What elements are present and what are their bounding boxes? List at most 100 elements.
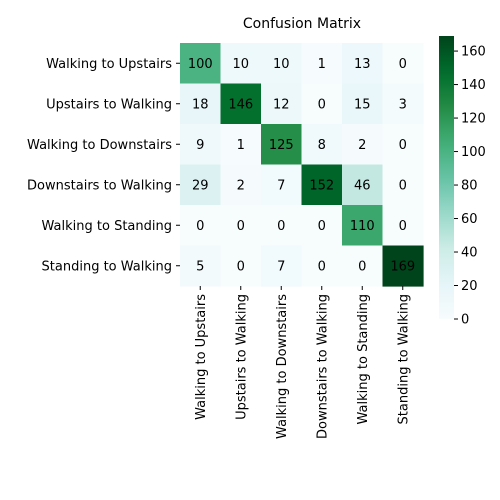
heatmap-cell [382, 205, 424, 247]
heatmap-cell [342, 245, 384, 287]
cell-value-label: 12 [273, 97, 290, 112]
heatmap-cell [180, 83, 222, 125]
heatmap-cell [342, 43, 384, 85]
heatmap-cells: 100 10 10 1 13 0 18 146 12 0 15 3 9 1 125 8 2 0 29 2 7 152 46 0… [180, 43, 424, 287]
heatmap-cell [261, 164, 303, 206]
heatmap-cell [220, 164, 262, 206]
cell-value-label: 2 [358, 138, 366, 153]
colorbar-tick-label: 60 [461, 212, 478, 227]
heatmap-cell [382, 43, 424, 85]
heatmap-cell [220, 124, 262, 166]
colorbar: 0 20 40 60 80 100 120 140 160 [439, 36, 486, 328]
heatmap-cell [220, 83, 262, 125]
heatmap-cell [301, 164, 343, 206]
row-labels: Walking to Upstairs Upstairs to Walking Wa… [27, 57, 180, 274]
cell-value-label: 0 [318, 219, 326, 234]
cell-value-label: 0 [358, 259, 366, 274]
heatmap-cell [180, 43, 222, 85]
cell-value-label: 7 [277, 259, 285, 274]
y-tick-label: Upstairs to Walking [46, 97, 172, 112]
cell-value-label: 18 [192, 97, 209, 112]
cell-value-label: 15 [354, 97, 371, 112]
cell-value-label: 7 [277, 178, 285, 193]
cell-value-label: 0 [237, 259, 245, 274]
colorbar-tick-label: 140 [461, 78, 486, 93]
cell-value-label: 0 [277, 219, 285, 234]
cell-value-label: 46 [354, 178, 371, 193]
cell-value-label: 0 [318, 259, 326, 274]
cell-value-label: 125 [269, 138, 294, 153]
chart-title: Confusion Matrix [243, 16, 361, 32]
x-tick-label: Walking to Standing [356, 294, 371, 424]
cell-value-label: 13 [354, 57, 371, 72]
heatmap-cell [261, 43, 303, 85]
cell-value-label: 152 [309, 178, 334, 193]
cell-value-label: 0 [237, 219, 245, 234]
heatmap-cell [261, 205, 303, 247]
heatmap-cell [180, 124, 222, 166]
colorbar-tick-label: 100 [461, 145, 486, 160]
cell-value-label: 110 [350, 219, 375, 234]
heatmap-cell [261, 83, 303, 125]
colorbar-tick-label: 160 [461, 45, 486, 60]
heatmap-cell [382, 83, 424, 125]
cell-value-label: 3 [399, 97, 407, 112]
heatmap-cell [382, 124, 424, 166]
y-tick-label: Walking to Standing [42, 219, 172, 234]
x-tick-label: Standing to Walking [396, 294, 411, 424]
heatmap-cell [382, 164, 424, 206]
heatmap-cell [301, 245, 343, 287]
heatmap-cell [301, 43, 343, 85]
cell-value-label: 0 [318, 97, 326, 112]
cell-value-label: 10 [232, 57, 249, 72]
colorbar-gradient [439, 36, 454, 319]
heatmap-cell [220, 245, 262, 287]
heatmap-cell [342, 205, 384, 247]
y-tick-label: Standing to Walking [42, 259, 172, 274]
y-tick-label: Walking to Upstairs [46, 57, 172, 72]
heatmap-cell [301, 124, 343, 166]
y-tick-label: Downstairs to Walking [27, 178, 172, 193]
heatmap-cell [342, 164, 384, 206]
colorbar-tick-label: 20 [461, 279, 478, 294]
heatmap-cell [301, 83, 343, 125]
heatmap-cell [261, 124, 303, 166]
cell-value-label: 10 [273, 57, 290, 72]
cell-value-label: 0 [399, 57, 407, 72]
heatmap-cell [342, 83, 384, 125]
cell-value-label: 8 [318, 138, 326, 153]
cell-value-label: 100 [188, 57, 213, 72]
x-tick-label: Walking to Upstairs [194, 294, 209, 420]
heatmap-cell [180, 164, 222, 206]
cell-value-label: 29 [192, 178, 209, 193]
colorbar-tick-label: 120 [461, 112, 486, 127]
cell-value-label: 169 [390, 259, 415, 274]
x-tick-label: Upstairs to Walking [234, 294, 249, 420]
heatmap-cell [261, 245, 303, 287]
heatmap-cell [180, 245, 222, 287]
colorbar-tick-label: 40 [461, 246, 478, 261]
cell-value-label: 0 [399, 178, 407, 193]
cell-value-label: 5 [196, 259, 204, 274]
heatmap-cell [342, 124, 384, 166]
heatmap-cell [301, 205, 343, 247]
heatmap-cell [220, 205, 262, 247]
cell-value-label: 9 [196, 138, 204, 153]
x-tick-label: Downstairs to Walking [315, 294, 330, 439]
y-tick-label: Walking to Downstairs [27, 138, 172, 153]
x-tick-label: Walking to Downstairs [275, 294, 290, 439]
cell-value-label: 0 [399, 219, 407, 234]
cell-value-label: 146 [228, 97, 253, 112]
column-labels: Walking to Upstairs Upstairs to Walking Wa… [194, 286, 411, 439]
cell-value-label: 2 [237, 178, 245, 193]
colorbar-tick-label: 0 [461, 313, 469, 328]
cell-value-label: 1 [237, 138, 245, 153]
colorbar-tick-label: 80 [461, 179, 478, 194]
heatmap-cell [382, 245, 424, 287]
heatmap-cell [220, 43, 262, 85]
cell-value-label: 1 [318, 57, 326, 72]
cell-value-label: 0 [399, 138, 407, 153]
cell-value-label: 0 [196, 219, 204, 234]
heatmap-cell [180, 205, 222, 247]
